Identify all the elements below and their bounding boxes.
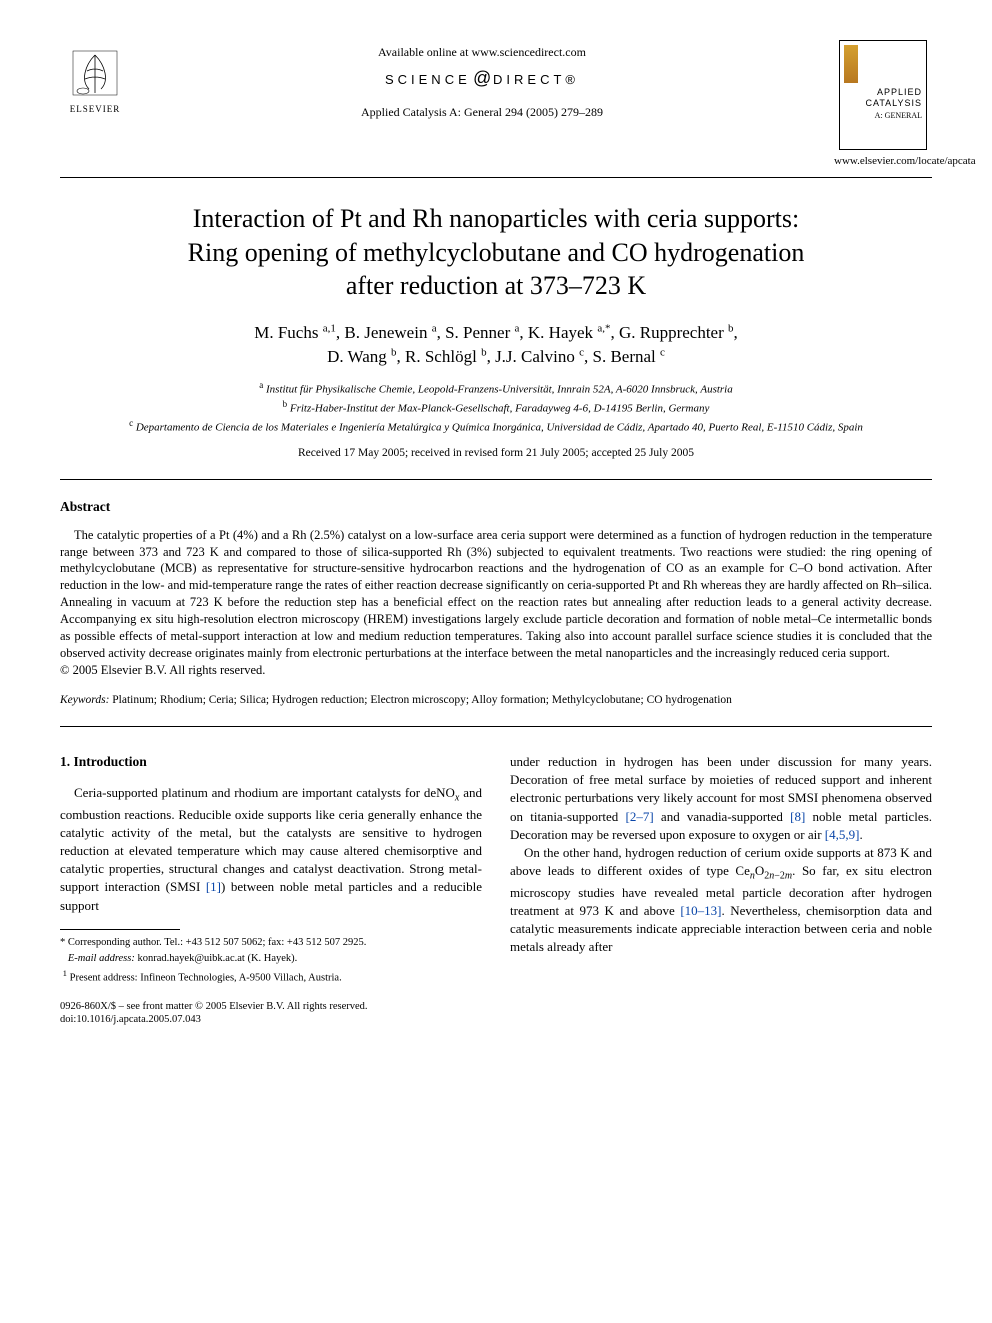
- elsevier-tree-icon: [67, 45, 123, 101]
- header-divider: [60, 177, 932, 178]
- copyright-line: © 2005 Elsevier B.V. All rights reserved…: [60, 662, 932, 679]
- article-title: Interaction of Pt and Rh nanoparticles w…: [60, 202, 932, 303]
- sciencedirect-logo: SCIENCE@DIRECT®: [130, 66, 834, 90]
- cover-subtitle: A: GENERAL: [875, 111, 922, 122]
- journal-reference: Applied Catalysis A: General 294 (2005) …: [130, 104, 834, 120]
- page-header: ELSEVIER Available online at www.science…: [60, 40, 932, 169]
- footnote-divider: [60, 929, 180, 930]
- sd-left: SCIENCE: [385, 72, 471, 87]
- abstract-heading: Abstract: [60, 498, 932, 516]
- email-value: konrad.hayek@uibk.ac.at (K. Hayek).: [137, 953, 297, 964]
- cover-strip-icon: [844, 45, 858, 83]
- intro-paragraph-2: On the other hand, hydrogen reduction of…: [510, 844, 932, 957]
- affiliation-b: b Fritz-Haber-Institut der Max-Planck-Ge…: [60, 398, 932, 417]
- footnote-present-address: 1 Present address: Infineon Technologies…: [60, 968, 482, 986]
- sd-right: DIRECT®: [493, 72, 579, 87]
- footnote-corresponding: * Corresponding author. Tel.: +43 512 50…: [60, 936, 482, 950]
- header-center: Available online at www.sciencedirect.co…: [130, 40, 834, 121]
- email-label: E-mail address:: [68, 953, 135, 964]
- cover-box: APPLIED CATALYSIS A: GENERAL: [839, 40, 927, 150]
- affiliations: a Institut für Physikalische Chemie, Leo…: [60, 379, 932, 436]
- divider-bottom: [60, 726, 932, 727]
- section-1-heading: 1. Introduction: [60, 753, 482, 772]
- intro-paragraph-1-cont: under reduction in hydrogen has been und…: [510, 753, 932, 844]
- keywords: Keywords: Platinum; Rhodium; Ceria; Sili…: [60, 693, 932, 709]
- title-line-1: Interaction of Pt and Rh nanoparticles w…: [193, 204, 800, 233]
- sd-at-icon: @: [473, 68, 491, 88]
- footnote-email: E-mail address: konrad.hayek@uibk.ac.at …: [60, 952, 482, 966]
- title-line-3: after reduction at 373–723 K: [346, 271, 646, 300]
- keywords-label: Keywords:: [60, 694, 109, 706]
- divider-top: [60, 479, 932, 480]
- authors-line-1: M. Fuchs a,1, B. Jenewein a, S. Penner a…: [254, 323, 738, 342]
- footer: 0926-860X/$ – see front matter © 2005 El…: [60, 1000, 482, 1027]
- intro-paragraph-1: Ceria-supported platinum and rhodium are…: [60, 784, 482, 915]
- elsevier-label: ELSEVIER: [70, 103, 121, 115]
- body-columns: 1. Introduction Ceria-supported platinum…: [60, 753, 932, 1027]
- cover-title: APPLIED CATALYSIS: [865, 87, 922, 109]
- journal-url: www.elsevier.com/locate/apcata: [834, 154, 932, 169]
- authors-line-2: D. Wang b, R. Schlögl b, J.J. Calvino c,…: [327, 347, 665, 366]
- footnotes: * Corresponding author. Tel.: +43 512 50…: [60, 936, 482, 986]
- available-online-text: Available online at www.sciencedirect.co…: [130, 44, 834, 60]
- cover-title-line2: CATALYSIS: [865, 98, 922, 108]
- abstract-text: The catalytic properties of a Pt (4%) an…: [60, 527, 932, 662]
- title-line-2: Ring opening of methylcyclobutane and CO…: [188, 238, 805, 267]
- footer-line-1: 0926-860X/$ – see front matter © 2005 El…: [60, 1001, 368, 1012]
- keywords-list: Platinum; Rhodium; Ceria; Silica; Hydrog…: [112, 694, 732, 706]
- affiliation-a: a Institut für Physikalische Chemie, Leo…: [60, 379, 932, 398]
- cover-title-line1: APPLIED: [877, 87, 922, 97]
- column-left: 1. Introduction Ceria-supported platinum…: [60, 753, 482, 1027]
- article-dates: Received 17 May 2005; received in revise…: [60, 446, 932, 462]
- affiliation-c: c Departamento de Ciencia de los Materia…: [60, 417, 932, 436]
- footer-line-2: doi:10.1016/j.apcata.2005.07.043: [60, 1014, 201, 1025]
- column-right: under reduction in hydrogen has been und…: [510, 753, 932, 1027]
- journal-cover: APPLIED CATALYSIS A: GENERAL www.elsevie…: [834, 40, 932, 169]
- elsevier-logo: ELSEVIER: [60, 40, 130, 120]
- authors: M. Fuchs a,1, B. Jenewein a, S. Penner a…: [60, 321, 932, 369]
